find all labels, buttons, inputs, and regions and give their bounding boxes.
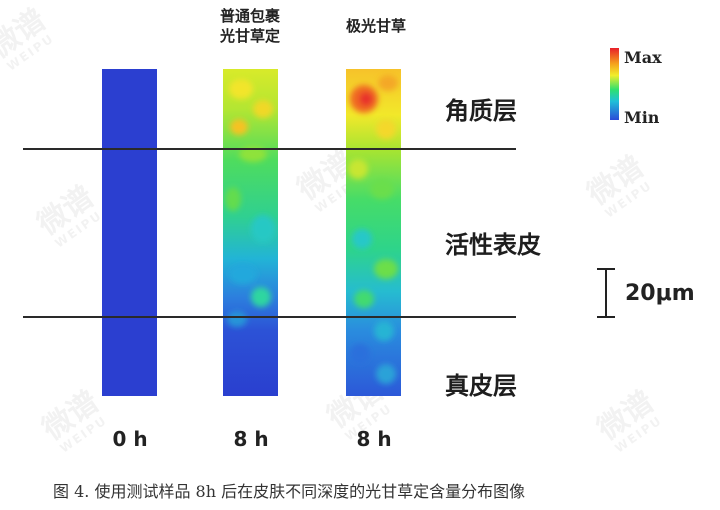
scale-bar-bottom-tick — [597, 316, 615, 318]
colorbar-min-label: Min — [624, 108, 660, 127]
time-label-enhanced-8h: 8 h — [356, 427, 392, 451]
figure-caption: 图 4. 使用测试样品 8h 后在皮肤不同深度的光甘草定含量分布图像 — [53, 482, 526, 501]
heatmap-strip-0h — [102, 69, 157, 396]
layer-label-viable-epidermis: 活性表皮 — [445, 231, 541, 259]
time-label-standard-8h: 8 h — [233, 427, 269, 451]
boundary-line-upper — [23, 148, 516, 150]
scale-bar — [605, 268, 607, 318]
column-header-line: 普通包裹 — [219, 7, 280, 25]
layer-label-stratum-corneum: 角质层 — [445, 97, 517, 125]
scale-bar-top-tick — [597, 268, 615, 270]
watermark: 微谱 WEIPU — [591, 384, 665, 456]
colorbar-max-label: Max — [624, 48, 662, 67]
time-label-0h: 0 h — [112, 427, 148, 451]
scale-bar-label: 20μm — [625, 281, 695, 306]
heatmap-strip-enhanced-8h — [346, 69, 401, 396]
column-header-standard: 普通包裹 光甘草定 — [200, 6, 300, 46]
boundary-line-lower — [23, 316, 516, 318]
watermark: 微谱 WEIPU — [31, 179, 105, 251]
column-header-line: 极光甘草 — [345, 17, 406, 35]
layer-label-dermis: 真皮层 — [445, 372, 517, 400]
heatmap-strip-standard-8h — [223, 69, 278, 396]
colorbar — [610, 48, 619, 120]
watermark: 微谱 WEIPU — [581, 149, 655, 221]
watermark: 微谱 WEIPU — [0, 2, 57, 74]
column-header-line: 光甘草定 — [219, 27, 280, 45]
column-header-enhanced: 极光甘草 — [326, 16, 426, 36]
